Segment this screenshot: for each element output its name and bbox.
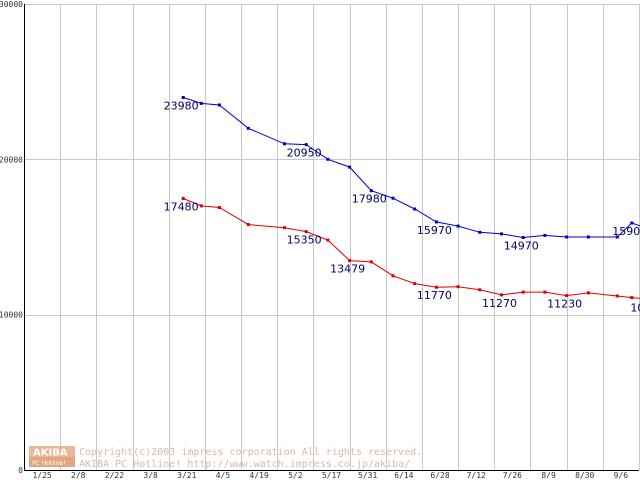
data-label-lower: 17480 [164, 200, 199, 213]
data-point-lower [304, 230, 308, 234]
data-point-upper [543, 233, 547, 237]
x-tick-label: 6/14 [394, 471, 413, 480]
x-tick-label: 7/26 [503, 471, 522, 480]
axes [24, 4, 639, 471]
data-point-upper [369, 189, 373, 193]
data-label-lower: 10980 [630, 301, 640, 314]
x-tick-label: 2/22 [105, 471, 124, 480]
data-point-lower [586, 291, 590, 295]
series-layer [181, 96, 640, 300]
akiba-logo-box-lower [29, 457, 75, 467]
data-point-lower [348, 259, 352, 263]
data-point-lower [615, 294, 619, 298]
data-labels: 23980 20950 17980 15970 14970 15900 17480 15350… [164, 100, 640, 315]
data-point-upper [283, 142, 286, 146]
grid [24, 4, 640, 470]
data-point-lower [630, 296, 634, 300]
data-label-lower: 13479 [330, 263, 365, 276]
data-label-upper: 15900 [612, 225, 640, 238]
data-label-upper: 14970 [504, 239, 539, 252]
data-point-lower [456, 285, 460, 289]
data-label-upper: 23980 [164, 100, 199, 113]
x-tick-label: 2/8 [71, 471, 86, 480]
data-point-upper [478, 230, 482, 234]
data-point-upper [615, 235, 619, 239]
y-tick-label: 20000 [0, 155, 23, 164]
data-label-lower: 11230 [547, 298, 582, 311]
y-tick-label: 30000 [0, 0, 23, 9]
data-point-upper [348, 165, 352, 169]
data-point-lower [521, 290, 525, 294]
data-point-lower [326, 238, 330, 242]
data-point-upper [304, 143, 308, 147]
data-point-lower [413, 282, 417, 286]
data-point-upper [217, 103, 221, 107]
x-tick-label: 6/28 [430, 471, 449, 480]
data-label-lower: 11770 [417, 289, 452, 302]
y-tick-label: 10000 [0, 311, 23, 320]
data-label-upper: 17980 [352, 193, 387, 206]
data-point-upper [199, 101, 203, 105]
data-point-upper [521, 236, 525, 239]
series-line-upper [183, 97, 640, 239]
x-tick-label: 8/9 [541, 471, 556, 480]
y-tick-label: 0 [18, 466, 23, 475]
data-point-upper [326, 157, 330, 161]
x-tick-label: 4/19 [250, 471, 269, 480]
x-tick-label: 5/2 [288, 471, 303, 480]
data-point-upper [565, 235, 569, 239]
data-point-upper [630, 221, 634, 225]
akiba-logo-box [29, 446, 75, 457]
x-tick-label: 5/17 [322, 471, 341, 480]
data-point-upper [246, 126, 250, 130]
data-point-lower [391, 274, 395, 278]
data-point-lower [478, 288, 482, 292]
akiba-logo-text: AKIBA [33, 448, 68, 459]
copyright-text: Copyright(c)2003 impress corporation All… [79, 447, 422, 458]
data-point-lower [217, 206, 221, 209]
data-point-lower [369, 260, 373, 264]
watermark: AKIBA PC Hotline! Copyright(c)2003 impre… [29, 446, 422, 470]
site-url-text: AKIBA PC Hotline! http://www.watch.impre… [79, 459, 410, 470]
data-label-lower: 15350 [287, 234, 322, 247]
akiba-logo-subtext: PC Hotline! [32, 460, 65, 467]
data-point-lower [181, 197, 185, 200]
data-point-lower [283, 226, 286, 230]
data-label-upper: 15970 [417, 224, 452, 237]
data-point-upper [586, 235, 590, 239]
data-point-lower [500, 293, 503, 297]
x-tick-label: 4/5 [216, 471, 231, 480]
x-tick-label: 3/21 [177, 471, 196, 480]
data-point-lower [434, 285, 438, 289]
data-point-upper [456, 224, 460, 228]
data-point-lower [543, 290, 547, 294]
x-tick-label: 5/31 [358, 471, 377, 480]
data-point-lower [199, 204, 203, 208]
data-point-upper [500, 232, 503, 236]
series-line-lower [183, 198, 640, 299]
data-point-lower [246, 223, 250, 227]
data-point-upper [391, 196, 395, 200]
data-point-upper [413, 207, 417, 211]
data-point-upper [434, 220, 438, 224]
x-tick-label: 7/12 [467, 471, 486, 480]
x-tick-label: 9/6 [614, 471, 629, 480]
x-tick-label: 3/8 [143, 471, 158, 480]
data-point-lower [565, 294, 569, 298]
data-label-lower: 11270 [482, 297, 517, 310]
data-label-upper: 20950 [287, 147, 322, 160]
data-point-upper [181, 96, 185, 99]
x-tick-label: 1/25 [32, 471, 51, 480]
x-tick-label: 8/30 [575, 471, 594, 480]
